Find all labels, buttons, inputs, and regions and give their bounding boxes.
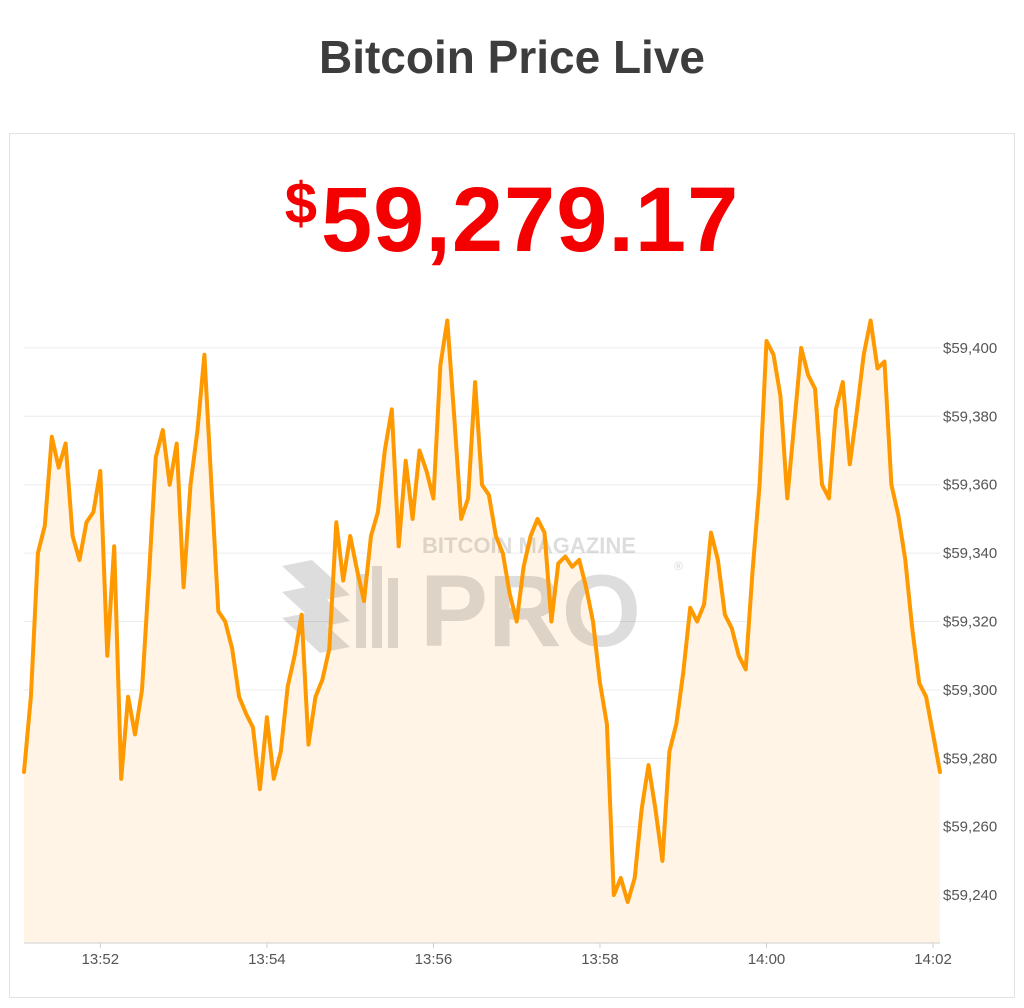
x-tick-label: 13:58 — [581, 951, 619, 968]
y-tick-label: $59,400 — [943, 340, 997, 357]
y-tick-label: $59,340 — [943, 545, 997, 562]
y-tick-label: $59,260 — [943, 819, 997, 836]
price-line — [22, 318, 942, 904]
y-axis-ticks: $59,240 $59,260 $59,280 $59,300 $59,320 $59,3… — [943, 340, 997, 904]
y-tick-label: $59,280 — [943, 750, 997, 767]
y-tick-label: $59,380 — [943, 408, 997, 425]
price-currency-symbol: $ — [284, 171, 317, 236]
live-price: $59,279.17 — [0, 168, 1024, 273]
x-tick-label: 13:52 — [82, 951, 120, 968]
x-tick-label: 13:54 — [248, 951, 286, 968]
y-tick-label: $59,320 — [943, 614, 997, 631]
x-tick-label: 14:02 — [914, 951, 952, 968]
watermark-main-text: PRO — [420, 554, 641, 668]
x-tick-label: 14:00 — [748, 951, 786, 968]
watermark-registered-mark: ® — [674, 559, 683, 573]
y-tick-label: $59,300 — [943, 682, 997, 699]
x-tick-label: 13:56 — [415, 951, 453, 968]
price-value: 59,279.17 — [320, 169, 740, 271]
page-title: Bitcoin Price Live — [318, 31, 705, 83]
price-area-fill — [24, 320, 940, 943]
y-tick-label: $59,360 — [943, 477, 997, 494]
y-tick-label: $59,240 — [943, 887, 997, 904]
x-axis-ticks: 13:52 13:54 13:56 13:58 14:00 14:02 — [82, 943, 952, 968]
